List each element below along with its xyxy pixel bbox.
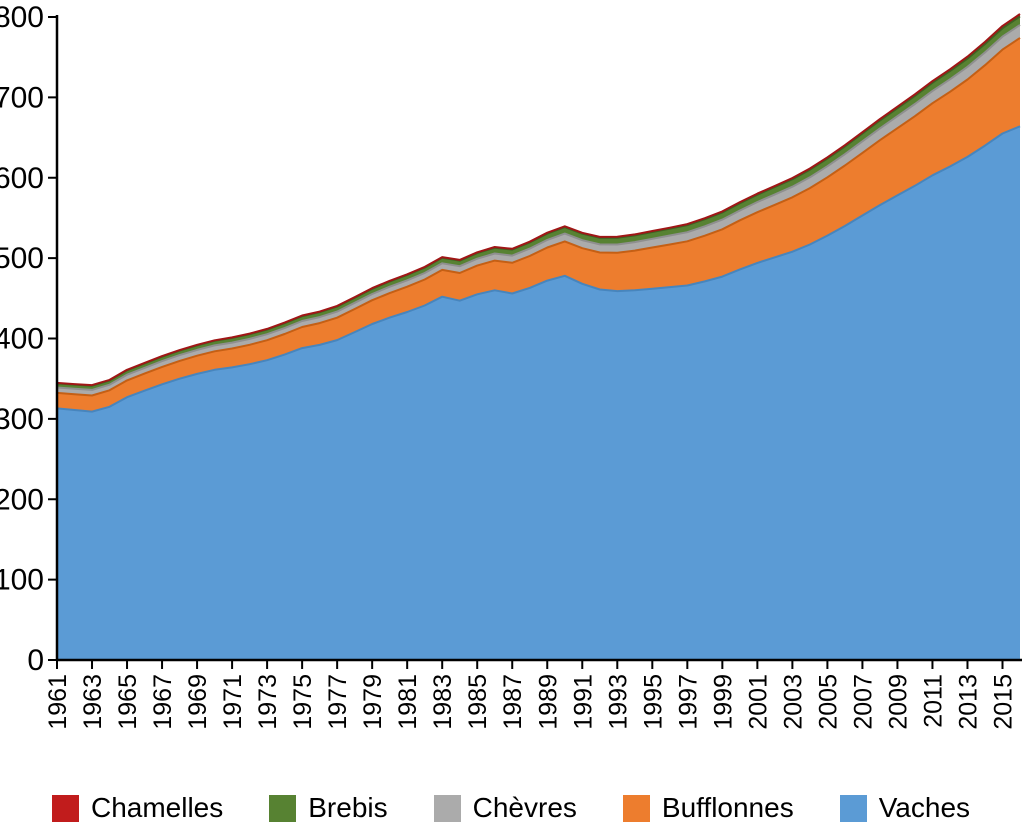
x-tick-label: 2015 <box>989 674 1017 730</box>
x-tick-label: 2001 <box>744 674 772 730</box>
area-bufflonnes <box>57 37 1020 412</box>
legend-item-chèvres: Chèvres <box>433 792 577 823</box>
x-tick-label: 1971 <box>219 674 247 730</box>
legend-swatch-icon <box>433 794 461 822</box>
x-tick-label: 1983 <box>429 674 457 730</box>
x-tick-label: 1981 <box>394 674 422 730</box>
x-tick-label: 2005 <box>814 674 842 730</box>
x-tick-label: 2013 <box>954 674 982 730</box>
legend-swatch-icon <box>51 794 79 822</box>
x-tick-label: 1965 <box>114 674 142 730</box>
x-tick-label: 2003 <box>779 674 807 730</box>
x-tick-label: 1973 <box>254 674 282 730</box>
y-tick-label: 400 <box>0 323 44 356</box>
x-tick-label: 1967 <box>149 674 177 730</box>
legend-label: Chèvres <box>472 792 577 823</box>
x-tick-label: 1991 <box>569 674 597 730</box>
y-tick-label: 200 <box>0 483 44 516</box>
boundary-chèvres <box>56 24 1021 391</box>
x-tick-label: 1995 <box>639 674 667 730</box>
area-vaches <box>57 126 1020 661</box>
y-tick-label: 800 <box>0 1 44 34</box>
y-tick-label: 600 <box>0 162 44 195</box>
x-tick-label: 2007 <box>849 674 877 730</box>
legend-label: Brebis <box>308 792 388 823</box>
x-tick-label: 1979 <box>359 674 387 730</box>
legend-swatch-icon <box>269 794 297 822</box>
x-tick-label: 1987 <box>499 674 527 730</box>
y-tick-label: 0 <box>27 644 44 677</box>
boundary-chamelles <box>56 13 1021 387</box>
x-tick-label: 2009 <box>884 674 912 730</box>
legend-label: Bufflonnes <box>661 792 794 823</box>
x-tick-label: 1969 <box>184 674 212 730</box>
legend-swatch-icon <box>622 794 650 822</box>
x-tick-label: 1999 <box>709 674 737 730</box>
x-tick-label: 1997 <box>674 674 702 730</box>
x-tick-label: 2011 <box>919 674 947 728</box>
y-tick-label: 300 <box>0 403 44 436</box>
y-tick-label: 500 <box>0 242 44 275</box>
legend-swatch-icon <box>839 794 867 822</box>
legend-label: Vaches <box>878 792 971 823</box>
y-tick-label: 100 <box>0 564 44 597</box>
x-tick-label: 1989 <box>534 674 562 730</box>
x-tick-label: 1975 <box>289 674 317 730</box>
chart-legend: Chamelles Brebis Chèvres Bufflonnes Vaches <box>0 791 1022 825</box>
x-tick-label: 1985 <box>464 674 492 730</box>
x-tick-label: 1977 <box>324 674 352 730</box>
x-tick-label: 1993 <box>604 674 632 730</box>
legend-item-brebis: Brebis <box>269 792 388 823</box>
x-tick-label: 1963 <box>79 674 107 730</box>
legend-item-vaches: Vaches <box>839 792 971 823</box>
legend-label: Chamelles <box>90 792 224 823</box>
x-tick-label: 1961 <box>44 674 72 730</box>
boundary-vaches <box>56 125 1021 413</box>
legend-item-bufflonnes: Bufflonnes <box>622 792 794 823</box>
boundary-bufflonnes <box>56 37 1021 397</box>
y-tick-label: 700 <box>0 81 44 114</box>
legend-item-chamelles: Chamelles <box>51 792 224 823</box>
